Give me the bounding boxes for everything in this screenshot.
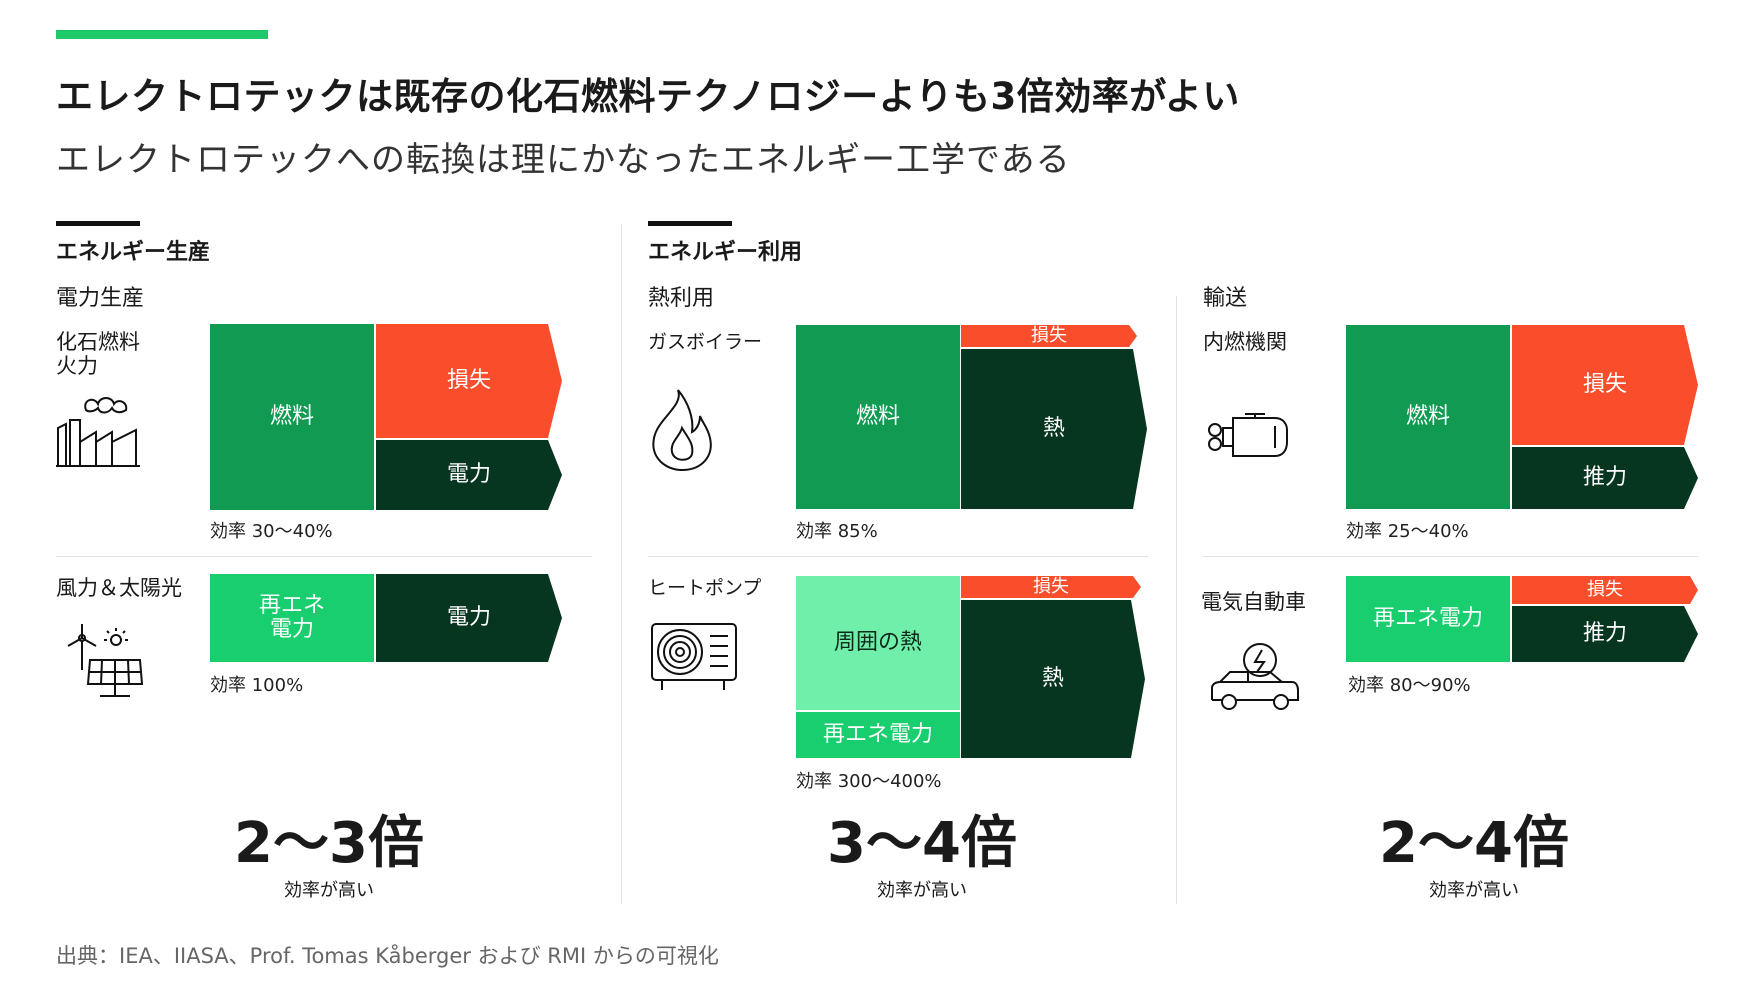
summary-caption: 効率が高い — [284, 880, 374, 901]
row-divider — [56, 556, 592, 557]
row-divider — [648, 556, 1148, 557]
block-fuel: 燃料 — [210, 324, 374, 510]
block-output-heat: 熱 — [961, 600, 1145, 758]
summary-caption: 効率が高い — [877, 880, 967, 901]
column-divider — [1176, 296, 1177, 904]
section-title-usage: エネルギー利用 — [648, 240, 803, 265]
block-output-electricity: 電力 — [376, 574, 562, 662]
efficiency-label: 効率 85% — [796, 521, 878, 542]
row-label-ev: 電気自動車 — [1201, 590, 1306, 614]
block-ambient-heat: 周囲の熱 — [796, 576, 960, 710]
block-loss: 損失 — [961, 576, 1141, 598]
flame-icon — [652, 389, 712, 472]
block-output-electricity: 電力 — [376, 440, 562, 510]
row-label-wind-solar: 風力＆太陽光 — [56, 576, 182, 600]
subsection-title-transport: 輸送 — [1203, 286, 1248, 311]
block-fuel: 燃料 — [796, 325, 960, 509]
wind-solar-icon — [67, 624, 144, 697]
page-subtitle: エレクトロテックへの転換は理にかなったエネルギー工学である — [56, 140, 1071, 180]
summary-caption: 効率が高い — [1429, 880, 1519, 901]
engine-icon — [1208, 413, 1288, 457]
section-title-production: エネルギー生産 — [56, 240, 211, 265]
block-output-heat: 熱 — [961, 349, 1147, 509]
row-label-fossil: 化石燃料 火力 — [56, 330, 140, 378]
block-loss: 損失 — [1512, 576, 1698, 604]
accent-bar — [56, 30, 268, 39]
row-divider — [1203, 556, 1698, 557]
block-output-thrust: 推力 — [1512, 606, 1698, 662]
subsection-title-heat: 熱利用 — [648, 286, 715, 311]
summary-multiplier: 2〜4倍 — [1379, 811, 1569, 876]
section-divider — [621, 224, 622, 904]
block-renewable-power: 再エネ 電力 — [210, 574, 374, 662]
row-label-ice: 内燃機関 — [1203, 330, 1287, 354]
factory-icon — [56, 397, 140, 467]
block-output-thrust: 推力 — [1512, 447, 1698, 509]
block-loss: 損失 — [961, 325, 1137, 347]
heat-pump-icon — [651, 623, 737, 690]
summary-multiplier: 3〜4倍 — [827, 811, 1017, 876]
section-marker — [56, 221, 140, 226]
row-label-heat-pump: ヒートポンプ — [648, 577, 762, 599]
subsection-title-power: 電力生産 — [56, 286, 145, 311]
efficiency-label: 効率 80〜90% — [1348, 675, 1471, 696]
efficiency-label: 効率 100% — [210, 675, 304, 696]
block-loss: 損失 — [1512, 325, 1698, 445]
source-note: 出典：IEA、IIASA、Prof. Tomas Kåberger および RM… — [56, 944, 719, 968]
efficiency-label: 効率 25〜40% — [1346, 521, 1469, 542]
row-label-gas-boiler: ガスボイラー — [648, 331, 763, 353]
block-renewable-power: 再エネ電力 — [1346, 576, 1510, 662]
section-marker — [648, 221, 732, 226]
efficiency-label: 効率 300〜400% — [796, 771, 942, 792]
summary-multiplier: 2〜3倍 — [234, 811, 424, 876]
electric-car-icon — [1211, 643, 1299, 710]
block-renewable-power: 再エネ電力 — [796, 712, 960, 758]
block-fuel: 燃料 — [1346, 325, 1510, 509]
efficiency-label: 効率 30〜40% — [210, 521, 333, 542]
page-title: エレクトロテックは既存の化石燃料テクノロジーよりも3倍効率がよい — [56, 75, 1240, 118]
block-loss: 損失 — [376, 324, 562, 438]
